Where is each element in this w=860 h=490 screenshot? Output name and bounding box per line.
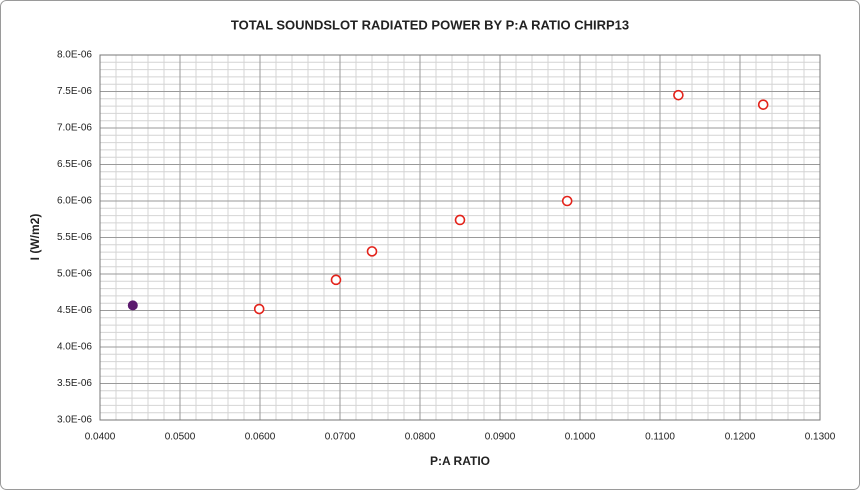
point — [127, 300, 138, 311]
y-tick-label: 7.5E-06 — [57, 86, 92, 97]
y-tick-label: 3.0E-06 — [57, 415, 92, 426]
point — [454, 214, 466, 226]
y-tick-label: 5.0E-06 — [57, 269, 92, 280]
x-tick-label: 0.1200 — [725, 432, 756, 443]
x-tick-label: 0.1300 — [805, 432, 836, 443]
point — [253, 303, 265, 315]
y-tick-label: 4.5E-06 — [57, 305, 92, 316]
x-tick-label: 0.1000 — [565, 432, 596, 443]
point — [757, 99, 769, 110]
plot-frame — [99, 54, 821, 421]
y-tick-label: 8.0E-06 — [57, 50, 92, 61]
point — [366, 246, 378, 257]
y-tick-label: 4.0E-06 — [57, 342, 92, 353]
point — [673, 89, 684, 101]
x-tick-label: 0.0600 — [245, 432, 276, 443]
x-tick-label: 0.0900 — [485, 432, 516, 443]
y-tick-label: 7.0E-06 — [57, 123, 92, 134]
x-axis-title: P:A RATIO — [430, 454, 490, 468]
x-tick-label: 0.0500 — [165, 432, 196, 443]
x-tick-label: 0.0400 — [85, 432, 116, 443]
y-tick-label: 3.5E-06 — [57, 378, 92, 389]
chart-title: TOTAL SOUNDSLOT RADIATED POWER BY P:A RA… — [231, 17, 629, 32]
y-tick-label: 6.5E-06 — [57, 159, 92, 170]
y-axis-title: I (W/m2) — [28, 214, 42, 261]
y-tick-label: 6.0E-06 — [57, 196, 92, 207]
x-tick-label: 0.1100 — [645, 432, 675, 443]
point — [561, 195, 573, 207]
x-tick-label: 0.0700 — [325, 432, 356, 443]
x-tick-label: 0.0800 — [405, 432, 436, 443]
point — [330, 274, 342, 286]
y-tick-label: 5.5E-06 — [57, 232, 92, 243]
